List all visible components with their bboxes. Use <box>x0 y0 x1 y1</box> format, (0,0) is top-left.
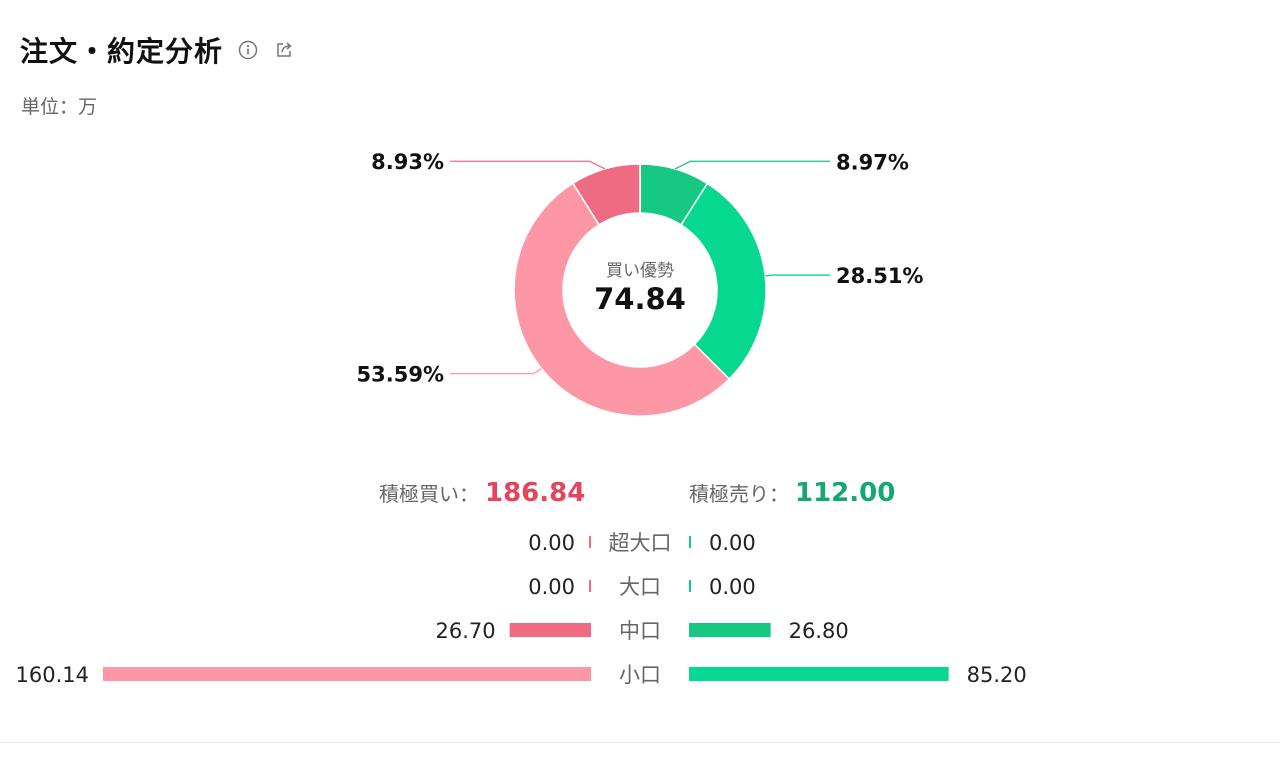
donut-slice-1 <box>680 182 767 381</box>
bar-category-label: 中口 <box>619 619 661 643</box>
donut-slice-label-2: 53.59% <box>357 363 444 387</box>
buy-bar <box>589 536 591 548</box>
header: 注文・約定分析 <box>20 30 295 70</box>
donut-center-value: 74.84 <box>594 282 686 316</box>
buy-bar-value: 26.70 <box>436 619 496 643</box>
donut-leader-3 <box>450 160 606 170</box>
buy-bar-value: 0.00 <box>528 575 575 599</box>
sell-total-value: 112.00 <box>795 478 896 508</box>
sell-bar <box>689 623 771 637</box>
sell-bar-value: 85.20 <box>967 663 1027 687</box>
donut-leader-0 <box>674 160 830 170</box>
divider <box>0 742 1280 743</box>
bar-category-label: 超大口 <box>609 531 672 555</box>
sell-bar-value: 0.00 <box>709 575 756 599</box>
donut-slice-label-3: 8.93% <box>371 150 444 174</box>
buy-total-label: 積極買い： <box>379 482 479 506</box>
donut-slice-label-0: 8.97% <box>836 150 909 174</box>
buy-bar-value: 0.00 <box>528 531 575 555</box>
donut-leader-2 <box>450 368 542 375</box>
donut-slice-3 <box>571 163 641 226</box>
buy-bar-value: 160.14 <box>16 663 89 687</box>
unit-label: 単位：万 <box>21 96 98 118</box>
info-icon[interactable] <box>237 39 259 61</box>
bar-chart: 超大口 0.00 0.00 大口 0.00 0.00 中口 26.70 26.80 小口 160.1… <box>16 531 1027 687</box>
donut-leader-1 <box>765 274 830 277</box>
buy-bar <box>589 580 591 592</box>
sell-bar <box>689 580 691 592</box>
buy-bar <box>509 623 591 637</box>
bar-category-label: 小口 <box>619 663 661 687</box>
sell-bar <box>689 536 691 548</box>
sell-total: 積極売り： 112.00 <box>689 478 895 508</box>
sell-bar <box>689 667 949 681</box>
donut-slice-2 <box>513 182 731 417</box>
buy-total-value: 186.84 <box>485 478 586 508</box>
donut-slice-label-1: 28.51% <box>836 264 923 288</box>
buy-total: 積極買い： 186.84 <box>379 478 585 508</box>
donut-center-label: 買い優勢 <box>606 261 674 281</box>
share-icon[interactable] <box>273 39 295 61</box>
sell-bar-value: 0.00 <box>709 531 756 555</box>
sell-total-label: 積極売り： <box>689 482 789 506</box>
sell-bar-value: 26.80 <box>789 619 849 643</box>
page-title: 注文・約定分析 <box>20 35 224 68</box>
bar-category-label: 大口 <box>619 575 661 599</box>
donut-chart: 8.97% 28.51% 53.59% 8.93% <box>357 150 923 417</box>
buy-bar <box>103 667 591 681</box>
